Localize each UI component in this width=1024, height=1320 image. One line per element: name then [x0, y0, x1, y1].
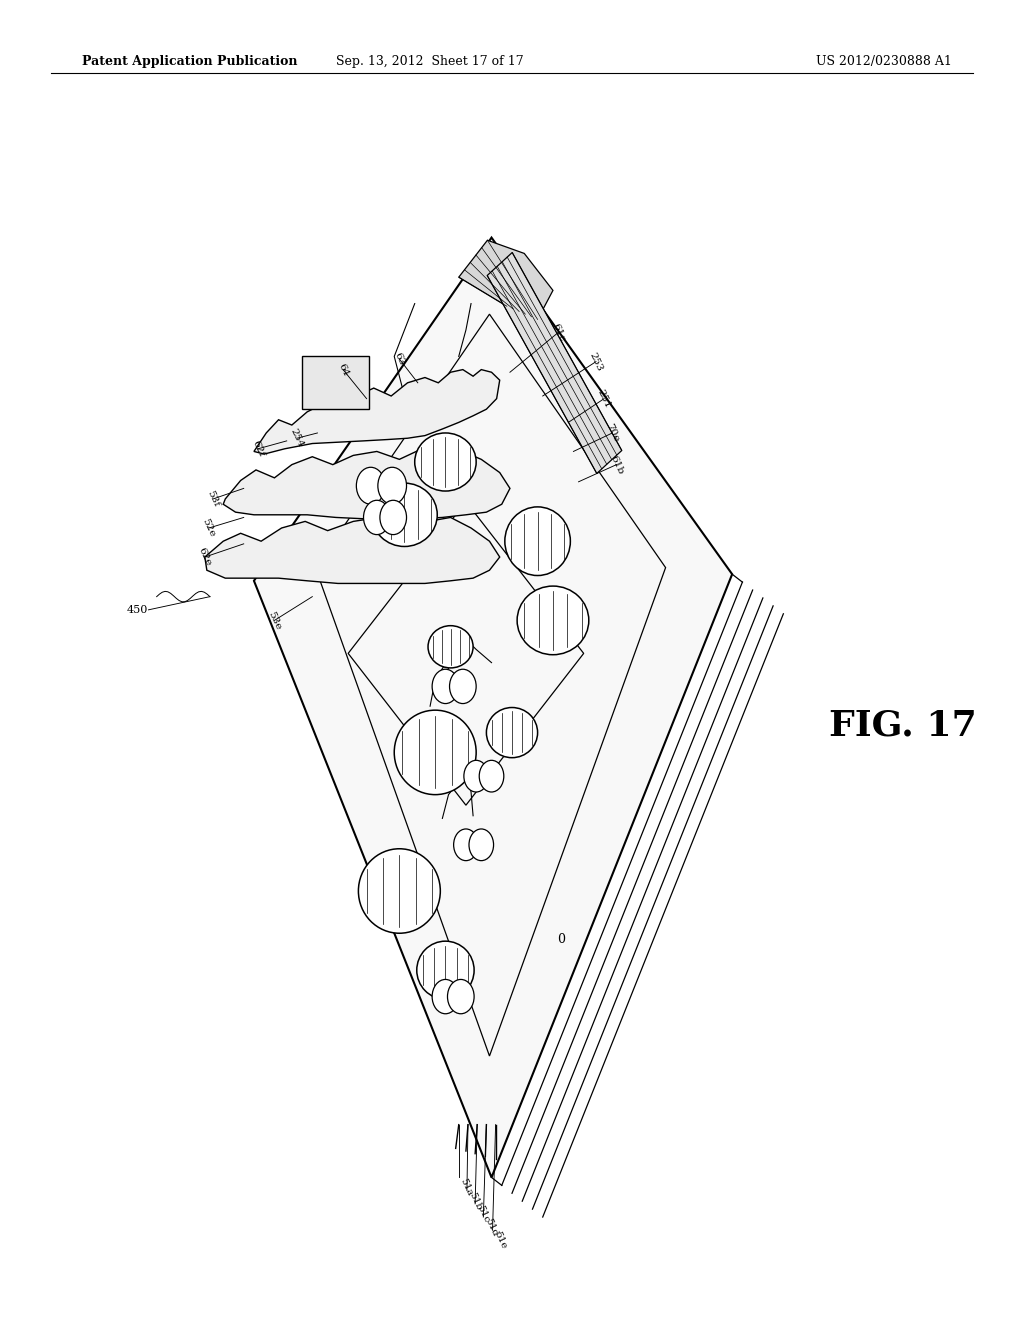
Polygon shape — [205, 517, 500, 583]
Circle shape — [479, 760, 504, 792]
Ellipse shape — [417, 941, 474, 999]
Text: 62e: 62e — [197, 546, 213, 568]
Text: 70e: 70e — [604, 422, 621, 444]
Text: 254: 254 — [289, 428, 305, 449]
Ellipse shape — [372, 483, 437, 546]
Text: 0: 0 — [557, 933, 565, 946]
Circle shape — [454, 829, 478, 861]
Text: FIG. 17: FIG. 17 — [829, 709, 977, 743]
Text: 51d: 51d — [483, 1217, 500, 1238]
Polygon shape — [223, 444, 510, 519]
Text: 450: 450 — [127, 605, 148, 615]
Circle shape — [432, 669, 459, 704]
Ellipse shape — [517, 586, 589, 655]
Text: 51c: 51c — [475, 1204, 490, 1224]
Text: 64: 64 — [336, 362, 350, 378]
Polygon shape — [254, 370, 500, 454]
Text: Sep. 13, 2012  Sheet 17 of 17: Sep. 13, 2012 Sheet 17 of 17 — [336, 55, 524, 69]
Circle shape — [450, 669, 476, 704]
Text: 53f: 53f — [206, 490, 220, 508]
Ellipse shape — [358, 849, 440, 933]
Ellipse shape — [394, 710, 476, 795]
Text: 61c: 61c — [550, 322, 566, 343]
Circle shape — [378, 467, 407, 504]
Circle shape — [356, 467, 385, 504]
Ellipse shape — [415, 433, 476, 491]
Polygon shape — [254, 238, 732, 1177]
Circle shape — [464, 760, 488, 792]
Text: 251: 251 — [596, 388, 612, 409]
Circle shape — [432, 979, 459, 1014]
Text: 52e: 52e — [201, 517, 217, 539]
Text: 62f: 62f — [251, 440, 265, 458]
Text: 61b: 61b — [608, 454, 625, 475]
Ellipse shape — [428, 626, 473, 668]
Circle shape — [469, 829, 494, 861]
Text: 51a: 51a — [459, 1177, 474, 1197]
Text: 253: 253 — [588, 351, 604, 372]
Ellipse shape — [505, 507, 570, 576]
Text: 53e: 53e — [266, 610, 283, 631]
Text: 51b: 51b — [467, 1191, 483, 1212]
Text: 51e: 51e — [493, 1230, 508, 1250]
Polygon shape — [459, 240, 553, 319]
Circle shape — [447, 979, 474, 1014]
Ellipse shape — [486, 708, 538, 758]
Polygon shape — [487, 252, 622, 474]
Circle shape — [364, 500, 390, 535]
Circle shape — [380, 500, 407, 535]
FancyBboxPatch shape — [302, 356, 369, 409]
Text: 63: 63 — [392, 351, 407, 367]
Text: Patent Application Publication: Patent Application Publication — [82, 55, 297, 69]
Text: US 2012/0230888 A1: US 2012/0230888 A1 — [816, 55, 952, 69]
